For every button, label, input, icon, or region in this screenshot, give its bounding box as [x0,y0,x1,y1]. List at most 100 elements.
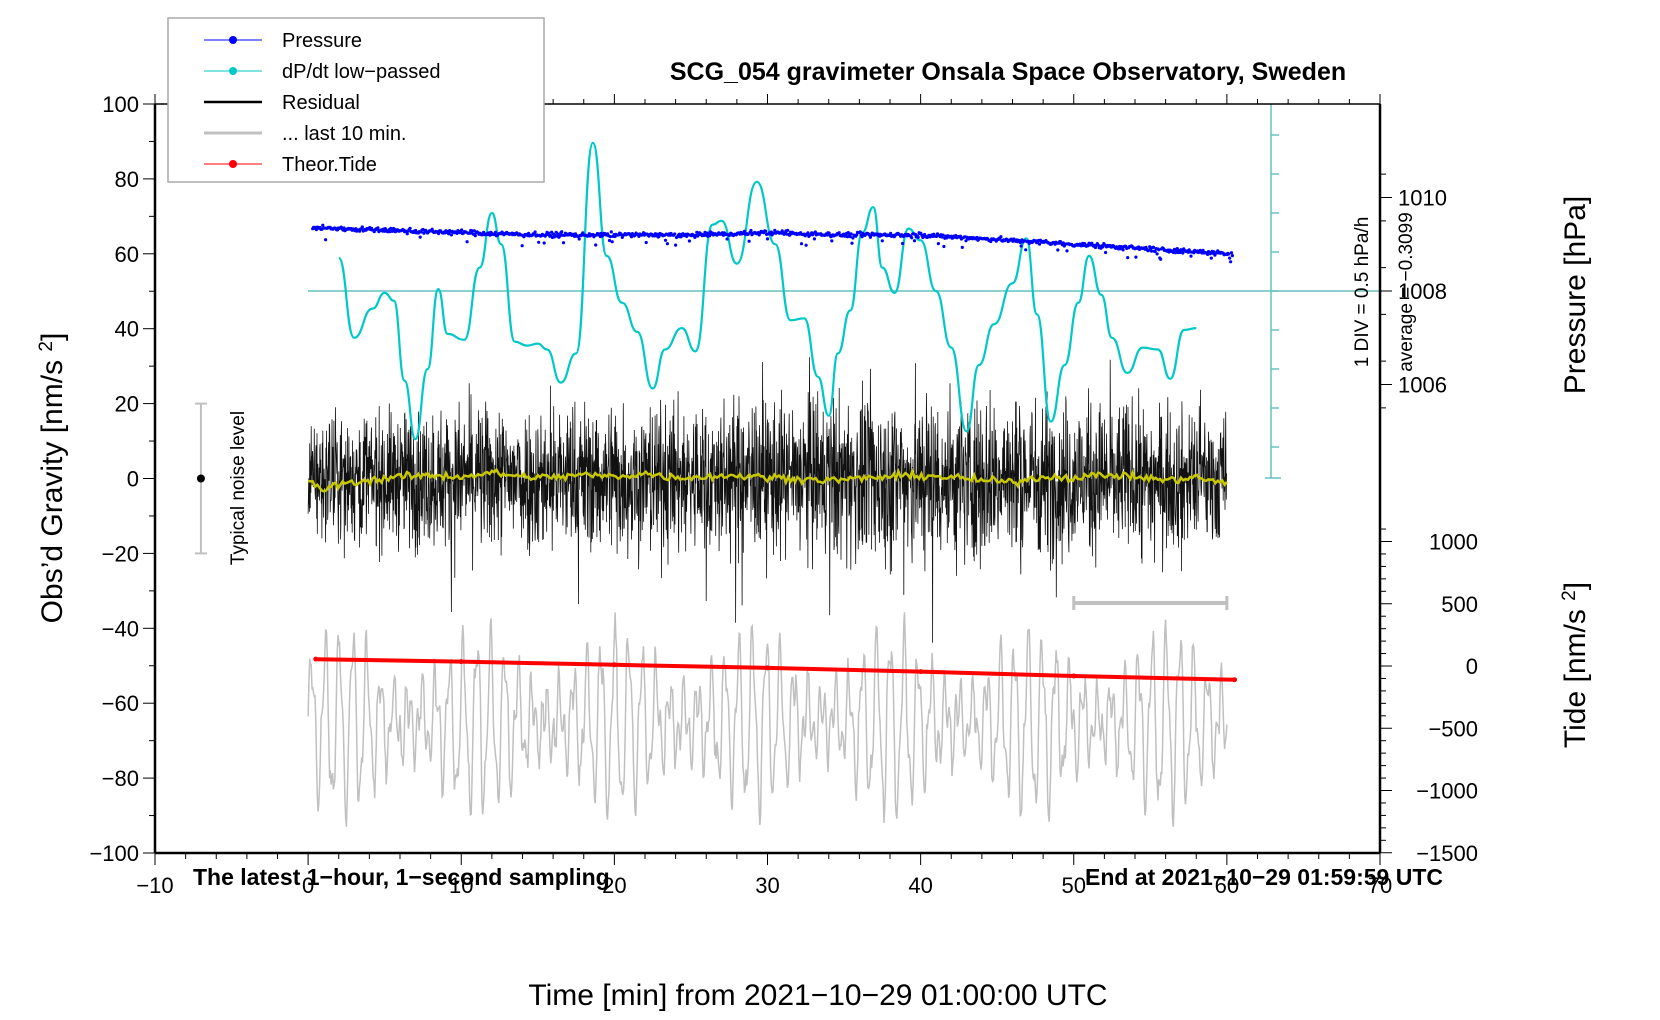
tide-point [611,662,617,668]
sampling-note: The latest 1−hour, 1−second sampling [193,864,610,890]
pressure-point [560,230,564,234]
pressure-point [850,241,854,245]
pressure-point [1208,252,1212,256]
pressure-point [936,242,941,246]
noise-center-dot [196,474,205,483]
pressure-point [1209,256,1213,260]
tide-point [1232,677,1238,683]
pressure-point [799,242,804,246]
pressure-point [533,230,537,234]
last-10-min-bracket [1072,596,1229,610]
pressure-point [1189,254,1193,258]
y-tick-label-left: −20 [102,541,139,566]
pressure-point [901,241,905,246]
legend: Pressure dP/dt low−passed Residual ... last… [167,17,545,183]
y-axis-title-tide: Tide [nm/s 2] [1559,582,1593,748]
y-tick-label-left: −60 [102,691,139,716]
pressure-point [1181,251,1185,255]
legend-box [167,17,545,183]
pressure-point [537,240,541,244]
running-mean-line [307,467,1228,493]
pressure-tick-label: 1010 [1398,186,1447,211]
pressure-point [644,240,648,245]
tide-point [918,669,924,675]
y-axis-title-pressure: Pressure [hPa] [1559,196,1592,394]
bracket-close: ] [36,333,69,341]
pressure-series [311,223,1234,264]
noise-level-errorbar [194,402,207,555]
pressure-point [430,227,434,231]
pressure-point [958,234,963,238]
x-axis-title: Time [min] from 2021−10−29 01:00:00 UTC [528,979,1107,1012]
residual-line [307,357,1227,643]
pressure-point [889,231,893,235]
tide-point [458,659,464,665]
tide-tick-label: 1000 [1429,530,1478,555]
pressure-point [610,240,614,244]
x-tick-label: 70 [1368,873,1392,898]
pressure-point [314,228,318,232]
pressure-point [408,226,412,230]
pressure-point [465,240,469,244]
pressure-point [725,237,729,241]
legend-label: Residual [282,92,360,114]
pressure-point [812,237,817,241]
pressure-point [629,235,634,239]
pressure-point [912,239,917,243]
pressure-point [389,226,393,230]
pressure-point [324,238,328,242]
pressure-point [1151,245,1155,249]
last-10-min-line [307,612,1228,827]
pressure-point [837,231,841,235]
pressure-point [1153,249,1157,254]
y-axis-title-left: Obs’d Gravity [nm/s 2] [36,333,70,624]
y-tick-label-left: 20 [115,392,139,417]
pressure-point [687,239,692,243]
dpdt-div-label: 1 DIV = 0.5 hPa/h [1352,217,1373,368]
legend-swatch-marker [229,67,237,75]
pressure-point [1018,240,1022,245]
pressure-point [561,241,566,245]
pressure-point [391,229,395,233]
pressure-tick-label: 1006 [1398,373,1447,398]
pressure-point [1149,249,1154,253]
tide-tick-label: −1500 [1416,841,1478,866]
tide-tick-label: −500 [1428,716,1478,741]
legend-item: ... last 10 min. [204,123,407,145]
pressure-point [547,231,551,235]
legend-label: Theor.Tide [282,154,377,176]
tide-point [313,656,319,662]
pressure-point [558,234,562,238]
y-tick-label-left: −40 [102,616,139,641]
pressure-point [941,233,945,237]
residual-series [307,357,1227,643]
legend-label: ... last 10 min. [282,123,407,145]
pressure-point [695,230,699,234]
pressure-point [858,230,862,234]
pressure-point [1056,248,1060,252]
tide-point [1071,673,1077,679]
pressure-point [1178,250,1182,255]
pressure-point [880,239,884,243]
pressure-tick-label: 1008 [1398,279,1447,304]
superscript: 2 [1559,590,1580,601]
chart-title: SCG_054 gravimeter Onsala Space Observat… [670,58,1346,86]
pressure-point [376,226,380,230]
y-tick-label-left: 80 [115,167,139,192]
theor-tide-series [313,656,1238,683]
legend-item: Residual [204,92,360,114]
residual-running-mean-series [307,467,1228,493]
pressure-point [520,244,524,248]
pressure-point [1134,255,1138,259]
pressure-point [422,231,426,235]
pressure-point [494,230,498,234]
y-axis-title-left-text: Obs’d Gravity [nm/s [36,360,69,623]
pressure-point [607,238,612,243]
superscript: 2 [36,341,57,352]
pressure-point [749,228,753,233]
pressure-point [860,235,864,239]
pressure-point [960,245,964,249]
pressure-point [473,234,477,238]
pressure-point [657,234,661,238]
